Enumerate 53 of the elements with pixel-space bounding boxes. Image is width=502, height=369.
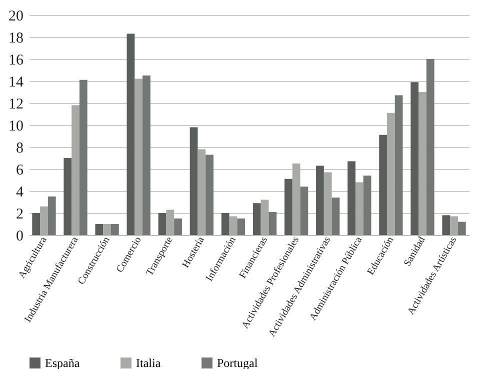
bar [237, 218, 246, 235]
bar [206, 154, 214, 235]
y-tick-label: 10 [8, 118, 24, 134]
y-tick-label: 4 [16, 184, 24, 200]
bar [103, 224, 112, 235]
bar [126, 34, 135, 235]
bar [134, 78, 143, 235]
bar [95, 224, 104, 235]
legend-label: Italia [136, 356, 162, 369]
bar [379, 134, 387, 235]
bar [332, 198, 340, 235]
bar [418, 92, 426, 235]
bar [166, 210, 174, 235]
bar [324, 172, 332, 235]
bar [190, 127, 198, 235]
bar [79, 80, 88, 235]
y-tick-label: 12 [8, 96, 24, 112]
bar [72, 105, 80, 235]
bar [158, 213, 166, 235]
bar [363, 176, 372, 235]
bar [426, 59, 434, 235]
y-tick-label: 8 [16, 140, 24, 156]
bar [32, 213, 40, 235]
bar [300, 186, 308, 235]
bar [268, 212, 277, 235]
bar [386, 112, 395, 235]
bar [221, 213, 230, 235]
bar [174, 218, 182, 235]
bar [284, 178, 292, 235]
bar [292, 164, 300, 235]
y-tick-label: 14 [8, 74, 24, 90]
bar [40, 206, 48, 235]
bar [252, 203, 261, 235]
bar [348, 161, 356, 235]
bar [355, 182, 364, 235]
bar [410, 82, 419, 235]
bar [458, 222, 466, 235]
bar [442, 215, 450, 235]
y-tick-label: 6 [16, 162, 24, 178]
bar [450, 216, 458, 235]
bar [394, 95, 403, 235]
bar [64, 158, 72, 235]
bar [229, 216, 238, 235]
y-tick-label: 2 [16, 206, 24, 222]
bar [198, 149, 206, 235]
bar [142, 76, 150, 235]
bar [316, 166, 324, 235]
y-tick-label: 16 [8, 52, 24, 68]
bar [48, 196, 56, 235]
bar [260, 200, 269, 235]
bar [111, 224, 119, 235]
y-tick-label: 18 [8, 30, 24, 46]
y-tick-label: 20 [8, 8, 24, 24]
